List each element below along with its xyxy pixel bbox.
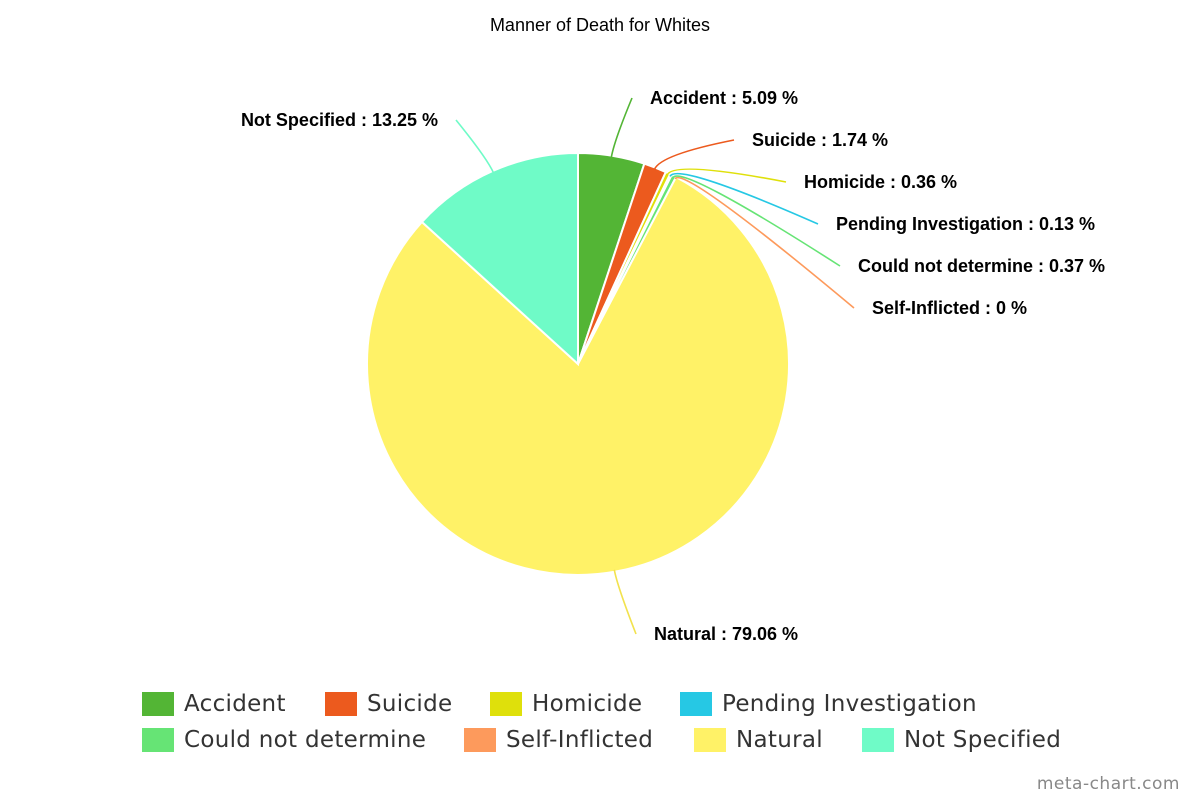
slice-label-natural: Natural : 79.06 % [654,624,798,644]
slice-label-could-not-determine: Could not determine : 0.37 % [858,256,1105,276]
legend-swatch [490,692,522,716]
legend-label: Self-Inflicted [506,727,654,753]
legend-label: Pending Investigation [722,691,977,717]
watermark[interactable]: meta-chart.com [1036,774,1180,794]
legend-row-2: Could not determine Self-Inflicted Natur… [142,722,1102,758]
leader-line-pending-investigation [669,172,819,225]
legend: Accident Suicide Homicide Pending Invest… [142,686,1102,758]
legend-swatch [142,692,174,716]
legend-swatch [694,728,726,752]
legend-item-natural[interactable]: Natural [694,727,862,753]
slice-label-not-specified: Not Specified : 13.25 % [241,110,438,130]
slice-label-homicide: Homicide : 0.36 % [804,172,957,192]
slice-label-accident: Accident : 5.09 % [650,88,798,108]
leader-line-homicide [666,168,787,183]
legend-label: Suicide [367,691,453,717]
legend-item-not-specified[interactable]: Not Specified [862,727,1061,753]
leader-line-accident [610,97,633,158]
legend-item-self-inflicted[interactable]: Self-Inflicted [464,727,694,753]
leader-line-self-inflicted [674,176,855,309]
legend-swatch [862,728,894,752]
leader-line-not-specified [455,119,495,174]
legend-label: Homicide [532,691,643,717]
legend-item-accident[interactable]: Accident [142,691,325,717]
legend-swatch [464,728,496,752]
legend-item-pending-investigation[interactable]: Pending Investigation [680,691,977,717]
legend-label: Could not determine [184,727,427,753]
slice-label-pending-investigation: Pending Investigation : 0.13 % [836,214,1095,234]
legend-row-1: Accident Suicide Homicide Pending Invest… [142,686,1102,722]
legend-item-could-not-determine[interactable]: Could not determine [142,727,464,753]
chart-title: Manner of Death for Whites [489,15,711,35]
legend-item-homicide[interactable]: Homicide [490,691,680,717]
legend-swatch [680,692,712,716]
legend-swatch [142,728,174,752]
legend-label: Accident [184,691,286,717]
slice-label-suicide: Suicide : 1.74 % [752,130,888,150]
leader-line-natural [613,569,637,635]
leader-line-suicide [653,139,735,170]
legend-item-suicide[interactable]: Suicide [325,691,490,717]
slice-label-self-inflicted: Self-Inflicted : 0 % [872,298,1027,318]
legend-swatch [325,692,357,716]
legend-label: Not Specified [904,727,1062,753]
leader-line-could-not-determine [672,175,841,267]
legend-label: Natural [736,727,823,753]
